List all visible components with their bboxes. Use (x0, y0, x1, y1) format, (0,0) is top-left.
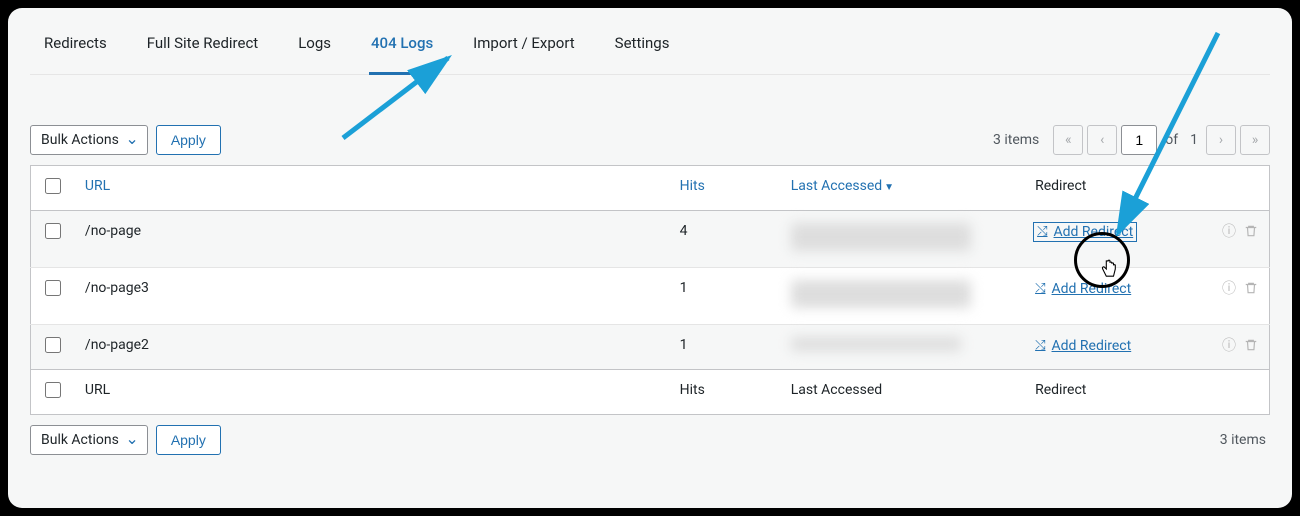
bulk-actions-select-bottom[interactable]: Bulk Actions (30, 425, 148, 455)
apply-button-bottom[interactable]: Apply (156, 425, 221, 455)
shuffle-icon: ⤭ (1035, 281, 1045, 296)
bulk-actions-select[interactable]: Bulk Actions (30, 125, 148, 155)
pager-last[interactable]: » (1240, 125, 1270, 155)
info-icon[interactable]: ⓘ (1221, 223, 1237, 239)
trash-icon[interactable] (1243, 280, 1259, 296)
row-url: /no-page (75, 211, 670, 268)
select-all-bottom[interactable] (45, 382, 61, 398)
row-hits: 1 (670, 325, 781, 370)
row-checkbox[interactable] (45, 280, 61, 296)
add-redirect-link[interactable]: ⤭ Add Redirect (1035, 338, 1131, 354)
tab-404-logs[interactable]: 404 Logs (369, 26, 435, 75)
row-last-accessed (781, 268, 1025, 325)
tab-settings[interactable]: Settings (613, 26, 672, 75)
items-count-bottom: 3 items (1220, 432, 1266, 448)
pager: « ‹ of 1 › » (1053, 125, 1270, 155)
row-checkbox[interactable] (45, 223, 61, 239)
col-footer-url: URL (75, 370, 670, 415)
col-header-hits[interactable]: Hits (670, 166, 781, 211)
pager-first[interactable]: « (1053, 125, 1083, 155)
toolbar-bottom: Bulk Actions Apply 3 items (30, 425, 1270, 455)
row-checkbox[interactable] (45, 337, 61, 353)
col-footer-last-accessed: Last Accessed (781, 370, 1025, 415)
info-icon[interactable]: ⓘ (1221, 337, 1237, 353)
row-last-accessed (781, 325, 1025, 370)
toolbar-top: Bulk Actions Apply 3 items « ‹ of 1 › » (30, 125, 1270, 155)
row-url: /no-page2 (75, 325, 670, 370)
add-redirect-link[interactable]: ⤭ Add Redirect (1035, 281, 1131, 297)
shuffle-icon: ⤭ (1037, 224, 1047, 239)
row-last-accessed (781, 211, 1025, 268)
items-count-top: 3 items (993, 132, 1039, 148)
select-all-top[interactable] (45, 178, 61, 194)
logs-table: URL Hits Last Accessed▼ Redirect /no-pag… (30, 165, 1270, 415)
sort-caret-icon: ▼ (884, 182, 894, 193)
col-header-last-accessed[interactable]: Last Accessed▼ (781, 166, 1025, 211)
tab-full-site-redirect[interactable]: Full Site Redirect (145, 26, 261, 75)
col-footer-hits: Hits (670, 370, 781, 415)
pager-next[interactable]: › (1206, 125, 1236, 155)
row-hits: 4 (670, 211, 781, 268)
trash-icon[interactable] (1243, 337, 1259, 353)
pager-current-input[interactable] (1121, 125, 1157, 155)
add-redirect-link[interactable]: ⤭ Add Redirect (1035, 224, 1135, 240)
tab-bar: Redirects Full Site Redirect Logs 404 Lo… (30, 26, 1270, 75)
table-row: /no-page3 1 ⤭ Add Redirect ⓘ (31, 268, 1270, 325)
pager-total: 1 (1186, 132, 1202, 148)
pager-prev[interactable]: ‹ (1087, 125, 1117, 155)
tab-logs[interactable]: Logs (296, 26, 333, 75)
col-header-url[interactable]: URL (75, 166, 670, 211)
trash-icon[interactable] (1243, 223, 1259, 239)
col-header-redirect: Redirect (1025, 166, 1203, 211)
pager-of-text: of (1161, 132, 1182, 148)
table-row: /no-page 4 ⤭ Add Redirect ⓘ (31, 211, 1270, 268)
tab-import-export[interactable]: Import / Export (471, 26, 577, 75)
table-row: /no-page2 1 ⤭ Add Redirect ⓘ (31, 325, 1270, 370)
info-icon[interactable]: ⓘ (1221, 280, 1237, 296)
apply-button-top[interactable]: Apply (156, 125, 221, 155)
row-url: /no-page3 (75, 268, 670, 325)
log-panel: Redirects Full Site Redirect Logs 404 Lo… (8, 8, 1292, 508)
col-footer-redirect: Redirect (1025, 370, 1203, 415)
shuffle-icon: ⤭ (1035, 338, 1045, 353)
tab-redirects[interactable]: Redirects (42, 26, 109, 75)
row-hits: 1 (670, 268, 781, 325)
